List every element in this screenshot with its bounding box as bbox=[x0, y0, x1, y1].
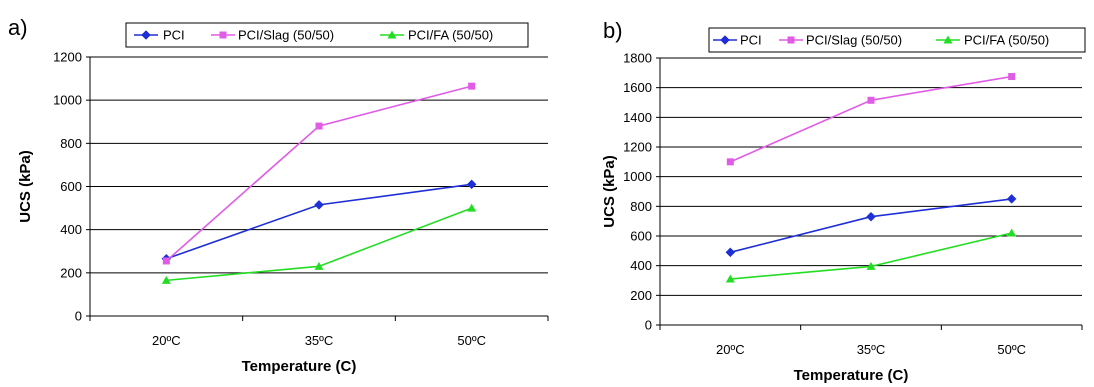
data-point bbox=[866, 261, 876, 270]
legend-label: PCI/FA (50/50) bbox=[408, 28, 493, 43]
legend-swatch-marker bbox=[141, 30, 151, 40]
x-axis-title: Temperature (C) bbox=[242, 358, 357, 375]
series-line bbox=[165, 85, 472, 262]
series-line bbox=[730, 75, 1012, 163]
x-tick-label: 50ºC bbox=[457, 333, 486, 348]
legend-label: PCI/Slag (50/50) bbox=[806, 33, 902, 48]
legend: PCI PCI/Slag (50/50) PCI/FA (50/50) bbox=[708, 27, 1086, 53]
y-tick-label: 800 bbox=[630, 199, 652, 214]
y-tick-label: 600 bbox=[60, 179, 82, 194]
panel-label: a) bbox=[8, 15, 28, 40]
legend-item: PCI/Slag (50/50) bbox=[211, 28, 334, 43]
data-point bbox=[466, 179, 477, 190]
chart-panel-b: 0 200 400 600 800 1000 1200 1400 1600 1800 20ºC 35º… bbox=[601, 18, 1086, 384]
legend-label: PCI/FA (50/50) bbox=[964, 33, 1049, 48]
legend-item: PCI bbox=[713, 33, 762, 48]
series-line bbox=[730, 232, 1012, 280]
y-axis-title: UCS (kPa) bbox=[601, 155, 618, 228]
series-pci-slag-50-50 bbox=[726, 73, 1016, 166]
panel-label: b) bbox=[603, 18, 623, 43]
data-point bbox=[315, 122, 323, 130]
legend-box bbox=[708, 27, 1086, 53]
data-point bbox=[866, 211, 876, 222]
legend-item: PCI/FA (50/50) bbox=[936, 33, 1049, 48]
y-tick-label: 0 bbox=[75, 309, 82, 324]
legend-swatch-marker bbox=[387, 30, 397, 39]
legend-swatch-marker bbox=[219, 31, 227, 39]
y-tick-label: 1000 bbox=[623, 169, 652, 184]
data-point bbox=[467, 203, 477, 212]
legend: PCI PCI/Slag (50/50) PCI/FA (50/50) bbox=[125, 22, 529, 48]
series-pci-fa-50-50 bbox=[161, 203, 477, 284]
legend-swatch-marker bbox=[720, 35, 730, 45]
y-tick-label: 400 bbox=[60, 222, 82, 237]
series-pci-fa-50-50 bbox=[725, 228, 1017, 283]
y-tick-label: 200 bbox=[630, 288, 652, 303]
data-point bbox=[161, 275, 171, 284]
y-tick-label: 1800 bbox=[623, 51, 652, 66]
data-point bbox=[1008, 73, 1016, 81]
data-point bbox=[867, 96, 875, 104]
y-tick-label: 0 bbox=[645, 318, 652, 333]
x-tick-label: 50ºC bbox=[997, 342, 1026, 357]
legend-label: PCI/Slag (50/50) bbox=[238, 28, 334, 43]
legend-box bbox=[125, 22, 529, 48]
data-point bbox=[1006, 194, 1017, 204]
series-pci-slag-50-50 bbox=[162, 82, 476, 265]
legend-label: PCI bbox=[163, 28, 185, 43]
y-tick-label: 1000 bbox=[53, 93, 82, 108]
data-point bbox=[162, 257, 170, 265]
chart-panel-a: 0 200 400 600 800 1000 1200 20ºC 35ºC 50ºC Tempera… bbox=[8, 15, 549, 375]
x-tick-label: 20ºC bbox=[716, 342, 745, 357]
legend-label: PCI bbox=[740, 33, 762, 48]
y-axis-title: UCS (kPa) bbox=[17, 150, 34, 223]
legend-swatch-marker bbox=[943, 35, 953, 44]
data-point bbox=[726, 158, 734, 166]
data-point bbox=[1007, 228, 1017, 237]
y-tick-label: 1600 bbox=[623, 80, 652, 95]
legend-item: PCI/FA (50/50) bbox=[380, 28, 493, 43]
y-tick-label: 400 bbox=[630, 258, 652, 273]
y-tick-label: 800 bbox=[60, 136, 82, 151]
y-tick-label: 1200 bbox=[623, 140, 652, 155]
y-tick-label: 1200 bbox=[53, 50, 82, 65]
x-tick-label: 20ºC bbox=[152, 333, 181, 348]
series-line bbox=[730, 198, 1012, 254]
data-point bbox=[725, 247, 736, 258]
data-point bbox=[314, 261, 324, 270]
x-axis-title: Temperature (C) bbox=[794, 367, 909, 384]
series-pci bbox=[725, 194, 1017, 258]
data-point bbox=[725, 274, 735, 283]
y-tick-label: 1400 bbox=[623, 110, 652, 125]
legend-swatch-marker bbox=[787, 36, 795, 44]
series-line bbox=[166, 183, 472, 260]
data-point bbox=[314, 199, 324, 210]
data-point bbox=[468, 82, 476, 90]
x-tick-label: 35ºC bbox=[305, 333, 334, 348]
x-tick-label: 35ºC bbox=[857, 342, 886, 357]
legend-item: PCI/Slag (50/50) bbox=[779, 33, 902, 48]
legend-item: PCI bbox=[134, 28, 185, 43]
series-pci bbox=[161, 179, 477, 264]
y-tick-label: 600 bbox=[630, 229, 652, 244]
y-tick-label: 200 bbox=[60, 265, 82, 280]
